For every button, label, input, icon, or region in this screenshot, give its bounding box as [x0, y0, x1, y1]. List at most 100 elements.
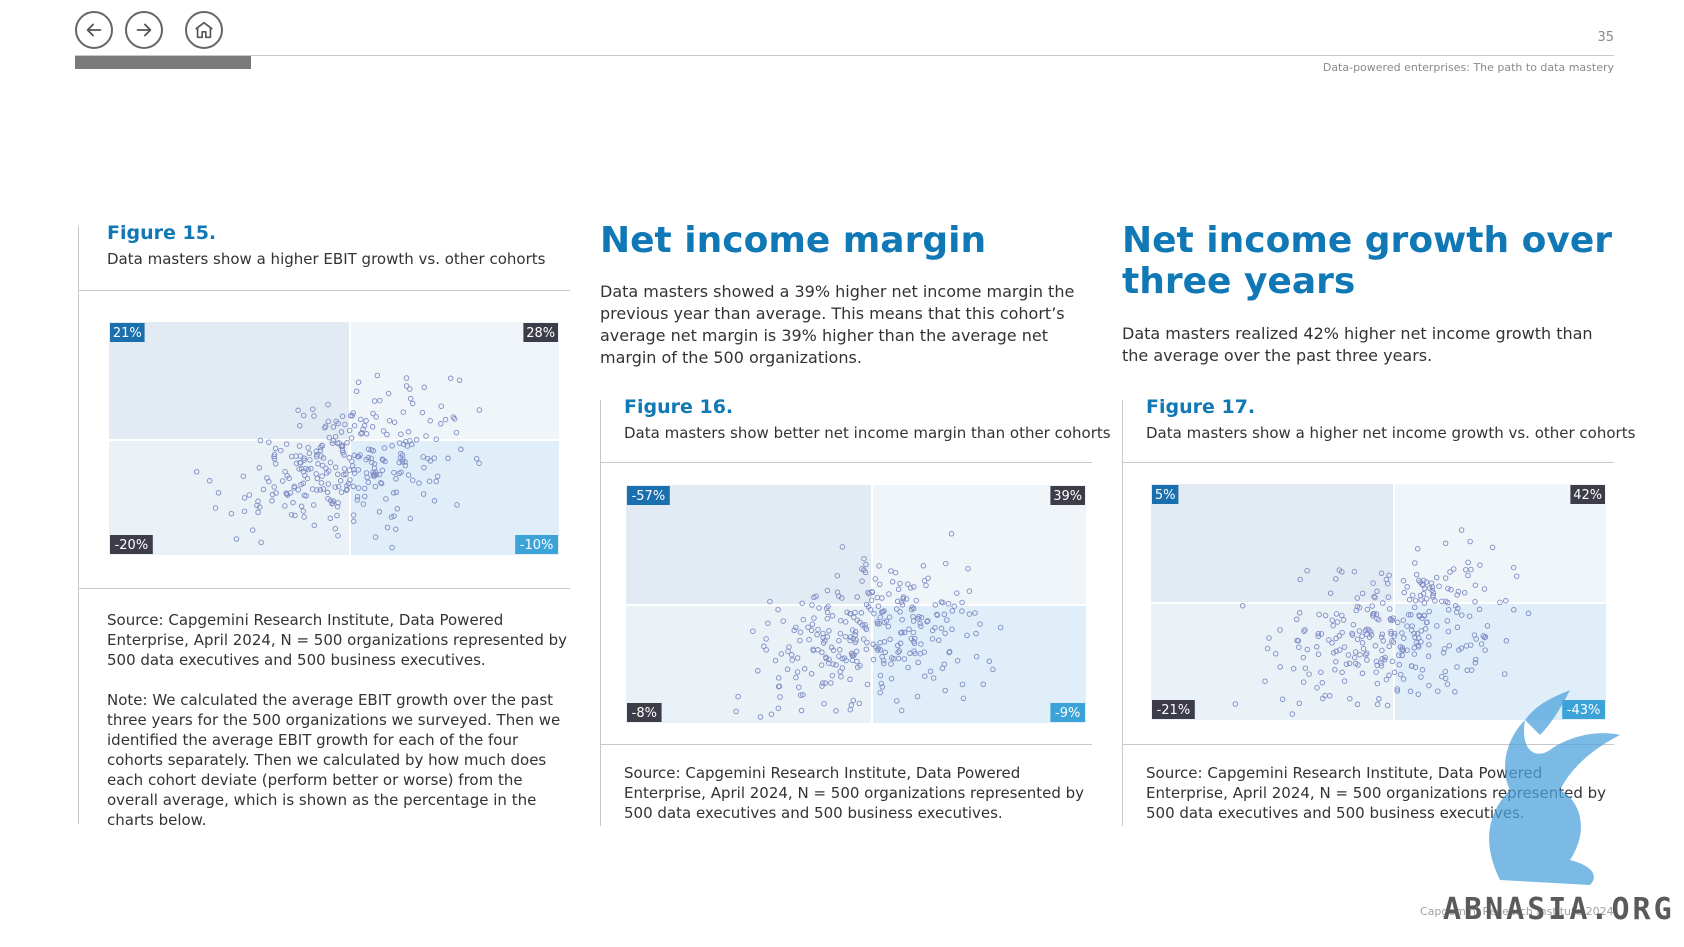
scatter-point [818, 662, 825, 668]
scatter-point [393, 476, 399, 482]
scatter-point [1360, 645, 1367, 652]
scatter-point [301, 492, 308, 499]
scatter-point [368, 447, 374, 453]
scatter-point [326, 434, 332, 441]
progress-bar [75, 56, 251, 69]
scatter-point [1304, 646, 1311, 653]
scatter-point [1440, 649, 1447, 656]
scatter-point [905, 581, 911, 587]
scatter-point [349, 412, 356, 419]
scatter-point [886, 614, 893, 620]
scatter-point [438, 403, 444, 409]
badge-value: -8% [632, 706, 657, 721]
scatter-point [1503, 598, 1509, 604]
scatter-point [337, 478, 344, 484]
scatter-point [405, 429, 412, 435]
scatter-point [1333, 576, 1339, 582]
scatter-point [357, 452, 363, 458]
scatter-point [879, 684, 886, 690]
scatter-point [233, 536, 240, 542]
figure17-left-border [1122, 400, 1123, 826]
scatter-point [1339, 669, 1345, 676]
scatter-point [1424, 595, 1430, 602]
scatter-point [898, 707, 905, 714]
scatter-point [381, 445, 388, 451]
scatter-point [255, 509, 261, 516]
scatter-point [1426, 682, 1432, 689]
quadrant-badge-top-right: 39% [1050, 486, 1085, 505]
scatter-point [330, 424, 337, 430]
scatter-point [1376, 696, 1382, 702]
scatter-point [391, 469, 397, 476]
scatter-point [888, 675, 895, 682]
scatter-point [808, 671, 815, 677]
scatter-point [372, 534, 379, 540]
scatter-point [1396, 652, 1402, 658]
scatter-point [819, 683, 825, 689]
home-button[interactable] [185, 11, 223, 49]
scatter-point [318, 480, 325, 486]
scatter-point [1378, 570, 1385, 577]
scatter-point [1420, 590, 1427, 597]
scatter-point [241, 508, 248, 514]
scatter-point [908, 635, 915, 642]
scatter-point [1482, 647, 1488, 653]
scatter-point [1315, 633, 1322, 639]
scatter-point [799, 600, 805, 606]
scatter-point [1414, 631, 1421, 637]
scatter-point [1416, 612, 1422, 618]
scatter-point [877, 647, 884, 653]
badge-value: 28% [526, 326, 555, 341]
copyright-text: Capgemini Research Institute 2024 [1420, 905, 1614, 918]
scatter-point [332, 464, 339, 471]
scatter-point [838, 673, 844, 680]
scatter-point [1300, 654, 1307, 661]
back-button[interactable] [75, 11, 113, 49]
scatter-point [388, 514, 395, 520]
scatter-point [327, 515, 334, 522]
quadrant-top-right [872, 485, 1086, 605]
scatter-point [391, 419, 398, 425]
scatter-point [400, 409, 407, 415]
scatter-point [377, 397, 383, 404]
quadrant-badge-bottom-left: -20% [110, 535, 153, 554]
scatter-point [847, 676, 853, 683]
scatter-point [853, 648, 860, 655]
badge-background [627, 703, 662, 722]
scatter-point [1478, 641, 1485, 647]
scatter-point [354, 493, 361, 500]
scatter-point [1400, 647, 1406, 654]
scatter-point [854, 617, 860, 623]
scatter-point [1337, 647, 1343, 653]
scatter-point [1466, 613, 1473, 619]
scatter-point [942, 630, 948, 637]
scatter-point [273, 490, 279, 496]
home-icon [195, 21, 213, 39]
scatter-point [923, 582, 929, 589]
scatter-point [949, 608, 956, 614]
scatter-point [910, 629, 917, 636]
scatter-point [256, 465, 263, 471]
forward-button[interactable] [125, 11, 163, 49]
scatter-point [874, 621, 881, 627]
scatter-point [246, 492, 253, 498]
scatter-point [973, 653, 980, 660]
quadrant-badge-top-right: 42% [1570, 485, 1605, 504]
badge-background [627, 486, 670, 505]
scatter-point [427, 417, 433, 424]
scatter-point [910, 618, 917, 624]
scatter-point [1326, 637, 1332, 643]
scatter-point [1277, 627, 1283, 633]
scatter-point [819, 680, 826, 686]
scatter-point [913, 597, 920, 604]
scatter-point [1433, 574, 1440, 581]
scatter-point [1351, 568, 1358, 575]
scatter-point [733, 708, 739, 715]
scatter-point [1327, 590, 1334, 596]
scatter-point [266, 439, 272, 445]
scatter-point [1333, 648, 1339, 655]
scatter-point [365, 455, 372, 461]
scatter-point [924, 618, 931, 624]
scatter-point [973, 630, 979, 637]
scatter-point [269, 498, 275, 504]
